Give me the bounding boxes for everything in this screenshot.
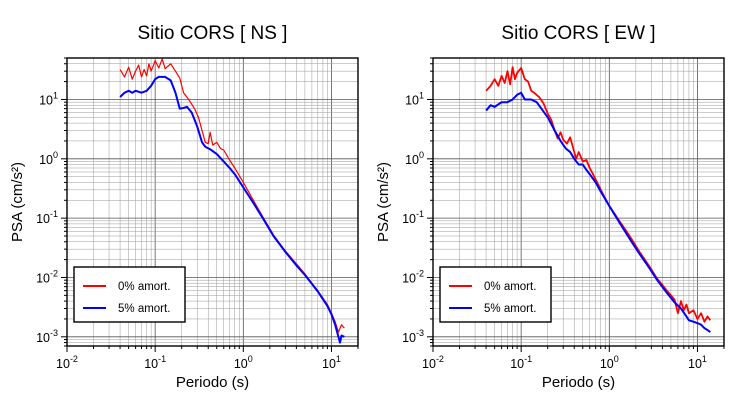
plot-frame (66, 57, 359, 347)
x-axis-label: Periodo (s) (542, 374, 615, 391)
legend: 0% amort. 5% amort. (73, 266, 186, 323)
legend-box (73, 266, 186, 323)
x-tick-label: 101 (688, 354, 707, 371)
chart-title: Sitio CORS [ EW ] (501, 23, 655, 44)
y-tick-label: 10-2 (36, 268, 58, 285)
series-group (119, 58, 345, 344)
x-tick-label: 100 (234, 354, 253, 371)
y-tick-label: 101 (39, 90, 58, 107)
y-tick-label: 100 (405, 150, 424, 167)
x-tick-label: 10-1 (144, 354, 166, 371)
x-axis-label: Periodo (s) (176, 374, 249, 391)
legend: 0% amort. 5% amort. (439, 266, 552, 323)
plot-frame (432, 57, 725, 347)
chart-title: Sitio CORS [ NS ] (138, 23, 288, 44)
x-tick-label: 10-1 (510, 354, 532, 371)
legend-label: 0% amort. (118, 281, 170, 293)
x-tick-label: 100 (600, 354, 619, 371)
legend-label: 5% amort. (484, 303, 536, 315)
y-tick-label: 10-3 (36, 328, 58, 345)
legend-label: 5% amort. (118, 303, 170, 315)
y-tick-label: 10-1 (36, 209, 58, 226)
y-axis-label: PSA (cm/s²) (375, 162, 392, 242)
legend-label: 0% amort. (484, 281, 536, 293)
series-line-five-percent-damping (485, 91, 711, 333)
chart-panel-2: 10-2 10-1 100 101 10-3 10-2 10-1 100 101 Sitio CO… (375, 23, 725, 391)
x-tick-label: 10-2 (422, 354, 444, 371)
y-axis-label: PSA (cm/s²) (9, 162, 26, 242)
y-tick-label: 10-2 (402, 268, 424, 285)
y-tick-label: 10-1 (402, 209, 424, 226)
y-tick-label: 101 (405, 90, 424, 107)
series-group (485, 66, 712, 333)
series-line-zero-damping (485, 66, 712, 323)
y-tick-label: 100 (39, 150, 58, 167)
chart-panel-1: 10-2 10-1 100 101 10-3 10-2 10-1 100 101 Sitio CO… (9, 23, 359, 391)
x-tick-label: 10-2 (56, 354, 78, 371)
y-tick-label: 10-3 (402, 328, 424, 345)
axis-ticks (61, 57, 359, 352)
legend-box (439, 266, 552, 323)
x-tick-label: 101 (322, 354, 341, 371)
series-line-five-percent-damping (119, 75, 345, 344)
axis-ticks (427, 57, 725, 352)
